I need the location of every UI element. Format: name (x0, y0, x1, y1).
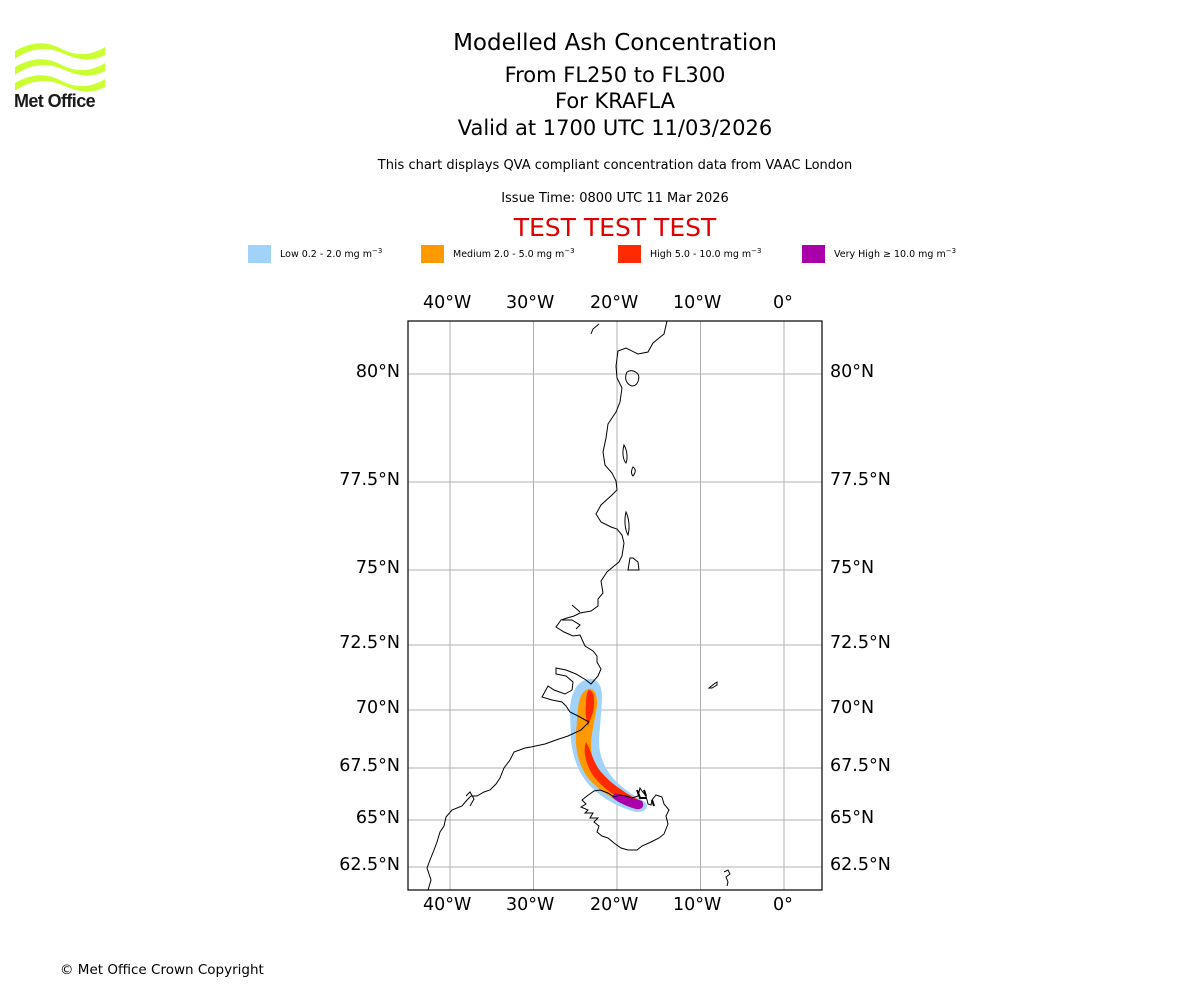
ash-very-high-region (612, 793, 644, 810)
lat-label-left-75: 75°N (355, 558, 400, 578)
coastline-island (624, 510, 630, 537)
valid-time: Valid at 1700 UTC 11/03/2026 (457, 116, 773, 140)
coastline-jan-mayen (707, 681, 718, 689)
coastline-island (625, 370, 640, 387)
issue-time: Issue Time: 0800 UTC 11 Mar 2026 (501, 191, 729, 206)
volcano-name: For KRAFLA (555, 89, 675, 113)
ash-plume (570, 678, 647, 812)
lat-label-left-72-5: 72.5°N (339, 633, 400, 653)
lat-label-left-77-5: 77.5°N (339, 470, 400, 490)
coastline-greenland-fjord (571, 604, 581, 613)
lat-label-left-67-5: 67.5°N (339, 756, 400, 776)
coastlines (426, 321, 731, 890)
legend-label-medium: Medium 2.0 - 5.0 mg m−3 (453, 247, 575, 261)
legend-label-high: High 5.0 - 10.0 mg m−3 (650, 247, 762, 261)
lon-label-top-0: 0° (773, 293, 793, 313)
lat-label-right-62-5: 62.5°N (830, 855, 891, 875)
lon-label-top-40w: 40°W (423, 293, 472, 313)
legend-item-medium: Medium 2.0 - 5.0 mg m−3 (421, 244, 575, 264)
coastline-greenland-fjord (465, 791, 475, 807)
lat-label-left-80: 80°N (355, 362, 400, 382)
coastline-island (590, 323, 600, 335)
legend-swatch-low (248, 245, 271, 263)
coastline-island (622, 443, 628, 464)
lat-label-right-65: 65°N (830, 808, 875, 828)
legend-swatch-high (618, 245, 641, 263)
lon-label-top-10w: 10°W (673, 293, 722, 313)
flight-level-range: From FL250 to FL300 (504, 63, 726, 87)
lat-label-right-67-5: 67.5°N (830, 756, 891, 776)
legend-label-low: Low 0.2 - 2.0 mg m−3 (280, 247, 383, 261)
ash-medium-region (575, 688, 642, 809)
legend-label-very-high: Very High ≥ 10.0 mg m−3 (834, 247, 957, 261)
test-banner: TEST TEST TEST (513, 213, 717, 242)
lat-label-right-77-5: 77.5°N (830, 470, 891, 490)
coastline-greenland (426, 321, 668, 890)
legend-item-very-high: Very High ≥ 10.0 mg m−3 (802, 244, 956, 264)
lat-label-right-75: 75°N (830, 558, 875, 578)
lat-label-left-65: 65°N (355, 808, 400, 828)
coastline-iceland-lake (636, 789, 655, 807)
lon-label-bottom-40w: 40°W (423, 895, 472, 915)
copyright: © Met Office Crown Copyright (60, 962, 264, 978)
map-frame (407, 320, 823, 891)
coastline-greenland-fjord (562, 619, 581, 630)
coastline-island (627, 557, 640, 571)
met-office-logo-icon (15, 43, 105, 92)
lon-label-bottom-20w: 20°W (590, 895, 639, 915)
chart-description: This chart displays QVA compliant concen… (377, 158, 853, 173)
lat-label-right-80: 80°N (830, 362, 875, 382)
lat-label-left-62-5: 62.5°N (339, 855, 400, 875)
coastline-faroe (723, 869, 731, 887)
ash-high-region (585, 690, 595, 726)
legend-swatch-very-high (802, 245, 825, 263)
lat-label-left-70: 70°N (355, 698, 400, 718)
lon-label-bottom-10w: 10°W (673, 895, 722, 915)
lat-label-right-72-5: 72.5°N (830, 633, 891, 653)
chart-title: Modelled Ash Concentration (453, 30, 777, 56)
lon-label-top-30w: 30°W (506, 293, 555, 313)
logo-text: Met Office (14, 91, 96, 111)
legend-swatch-medium (421, 245, 444, 263)
lat-label-right-70: 70°N (830, 698, 875, 718)
lon-label-bottom-30w: 30°W (506, 895, 555, 915)
coastline-iceland (579, 786, 670, 851)
legend-item-low: Low 0.2 - 2.0 mg m−3 (248, 244, 382, 264)
legend-item-high: High 5.0 - 10.0 mg m−3 (618, 244, 762, 264)
lon-label-top-20w: 20°W (590, 293, 639, 313)
gridlines (408, 321, 822, 890)
coastline-island (631, 466, 636, 477)
map-background (408, 321, 822, 890)
lon-label-bottom-0: 0° (773, 895, 793, 915)
